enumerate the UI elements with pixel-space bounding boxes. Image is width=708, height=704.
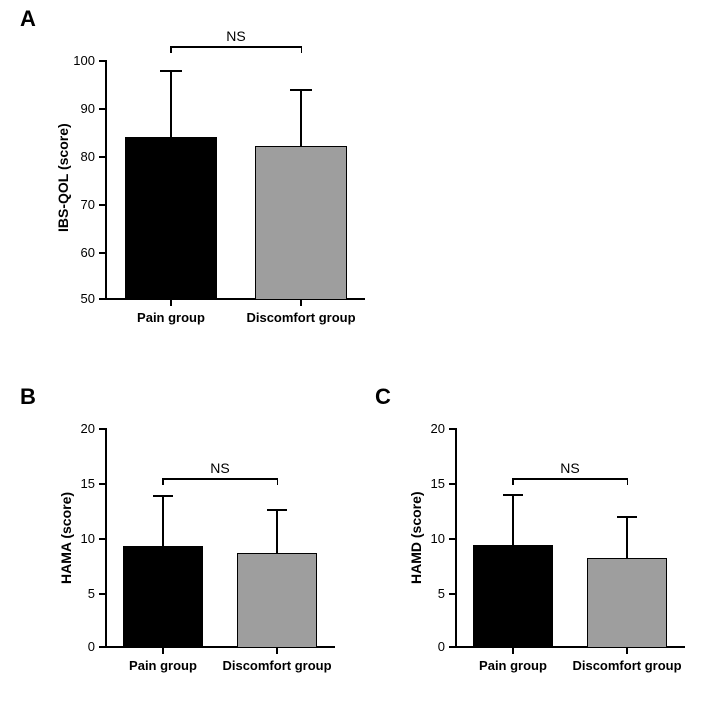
sig-bracket: [627, 478, 629, 485]
err-vert: [170, 70, 172, 137]
sig-bracket: [277, 478, 279, 485]
xtick: [162, 648, 164, 654]
err-cap: [267, 509, 287, 511]
ytick: [99, 204, 105, 206]
sig-bracket: [170, 46, 302, 48]
ytick-label: 70: [67, 197, 95, 212]
ytick-label: 15: [421, 476, 445, 491]
ytick-label: 60: [67, 245, 95, 260]
bar-pain: [125, 137, 217, 300]
ytick: [449, 538, 455, 540]
y-axis: [105, 60, 107, 300]
y-axis: [455, 428, 457, 648]
cat-label: Discomfort group: [217, 658, 337, 673]
bar-pain: [473, 545, 553, 648]
bar-discomfort: [237, 553, 317, 648]
ytick-label: 5: [421, 586, 445, 601]
err-cap: [617, 516, 637, 518]
chart-b: 20 15 10 5 0 NS Pain group Discomfort gr…: [105, 428, 335, 648]
chart-a: 100 90 80 70 60 50 NS Pain: [105, 60, 365, 300]
xtick: [276, 648, 278, 654]
err-cap: [503, 494, 523, 496]
sig-bracket: [301, 46, 303, 53]
err-vert: [276, 509, 278, 553]
err-vert: [512, 494, 514, 545]
panel-label-b: B: [20, 384, 36, 410]
err-cap: [290, 89, 312, 91]
sig-bracket: [162, 478, 278, 480]
ytick: [449, 646, 455, 648]
ytick-label: 5: [71, 586, 95, 601]
ytick: [99, 156, 105, 158]
ytick-label: 10: [421, 531, 445, 546]
sig-bracket: [170, 46, 172, 53]
panel-label-c: C: [375, 384, 391, 410]
err-vert: [162, 495, 164, 546]
xtick: [170, 300, 172, 306]
err-cap: [160, 70, 182, 72]
cat-label: Discomfort group: [241, 310, 361, 325]
panel-label-a: A: [20, 6, 36, 32]
ytick-label: 20: [71, 421, 95, 436]
ytick: [99, 483, 105, 485]
ytick: [449, 593, 455, 595]
ytick-label: 50: [67, 291, 95, 306]
sig-bracket: [512, 478, 628, 480]
figure-container: A 100 90 80 70 60 50: [0, 0, 708, 704]
ytick: [449, 483, 455, 485]
cat-label: Pain group: [113, 658, 213, 673]
chart-c: 20 15 10 5 0 NS Pain group Discomfort gr…: [455, 428, 685, 648]
ytick: [99, 298, 105, 300]
bar-discomfort: [587, 558, 667, 648]
ytick-label: 0: [71, 639, 95, 654]
sig-label: NS: [220, 28, 252, 44]
cat-label: Discomfort group: [567, 658, 687, 673]
xtick: [626, 648, 628, 654]
cat-label: Pain group: [121, 310, 221, 325]
err-vert: [300, 89, 302, 147]
y-axis-title-c: HAMD (score): [408, 491, 424, 584]
ytick: [449, 428, 455, 430]
ytick-label: 15: [71, 476, 95, 491]
y-axis-title-b: HAMA (score): [58, 492, 74, 584]
sig-label: NS: [204, 460, 236, 476]
ytick: [99, 593, 105, 595]
ytick-label: 100: [67, 53, 95, 68]
sig-bracket: [512, 478, 514, 485]
y-axis: [105, 428, 107, 648]
ytick: [99, 538, 105, 540]
bar-discomfort: [255, 146, 347, 300]
err-cap: [153, 495, 173, 497]
ytick: [99, 252, 105, 254]
y-axis-title-a: IBS-QOL (score): [55, 123, 71, 232]
ytick-label: 0: [421, 639, 445, 654]
sig-bracket: [162, 478, 164, 485]
sig-label: NS: [554, 460, 586, 476]
ytick: [99, 108, 105, 110]
ytick-label: 90: [67, 101, 95, 116]
ytick-label: 10: [71, 531, 95, 546]
err-vert: [626, 516, 628, 558]
ytick: [99, 646, 105, 648]
cat-label: Pain group: [463, 658, 563, 673]
ytick: [99, 60, 105, 62]
xtick: [300, 300, 302, 306]
ytick: [99, 428, 105, 430]
ytick-label: 80: [67, 149, 95, 164]
xtick: [512, 648, 514, 654]
ytick-label: 20: [421, 421, 445, 436]
bar-pain: [123, 546, 203, 648]
